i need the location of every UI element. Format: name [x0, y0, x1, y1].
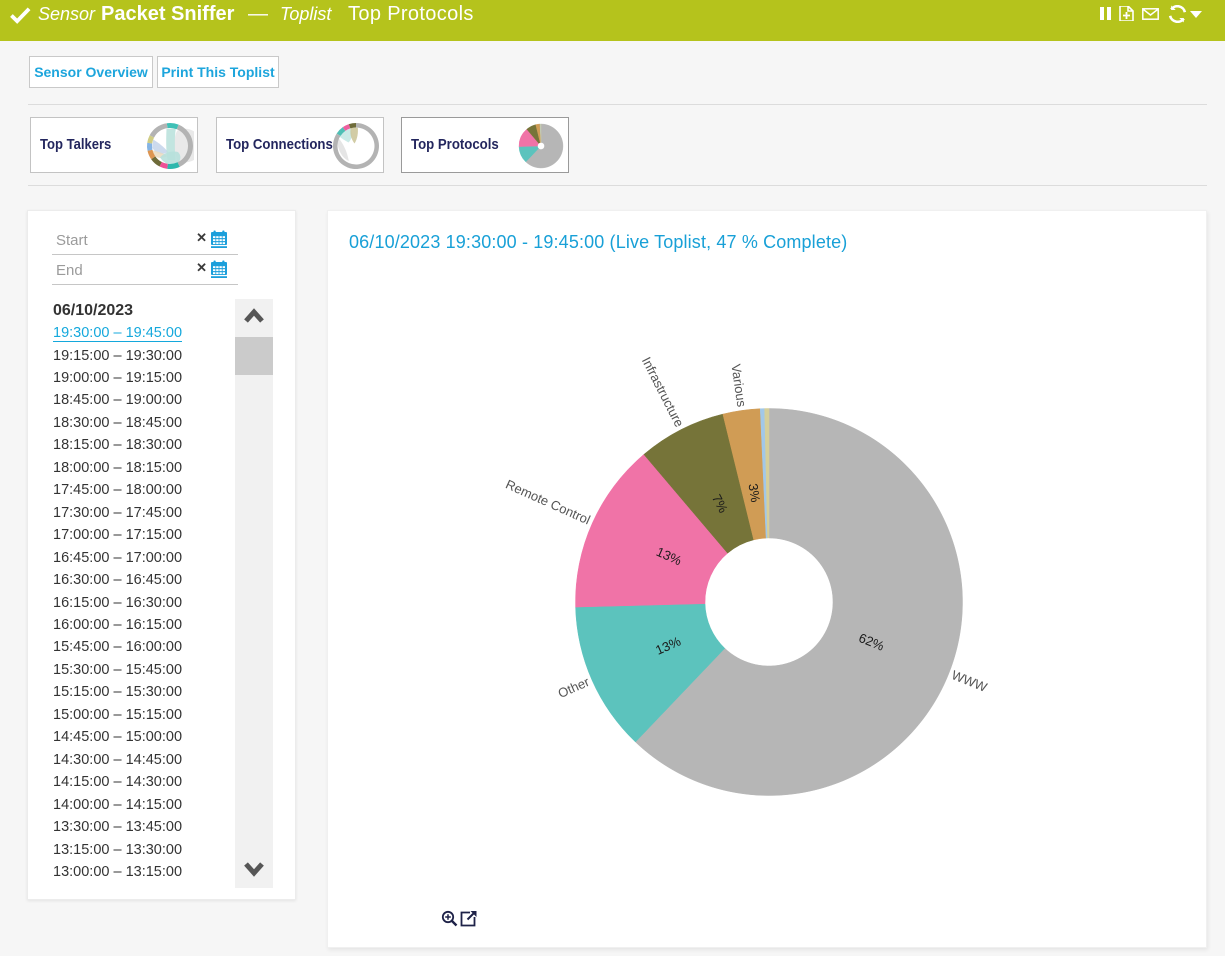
- svg-text:Infrastructure: Infrastructure: [639, 354, 687, 429]
- svg-text:Other: Other: [556, 674, 592, 701]
- svg-text:Various: Various: [728, 363, 749, 408]
- svg-text:Remote Control: Remote Control: [503, 477, 592, 528]
- svg-text:3%: 3%: [746, 483, 764, 504]
- svg-text:WWW: WWW: [950, 667, 990, 695]
